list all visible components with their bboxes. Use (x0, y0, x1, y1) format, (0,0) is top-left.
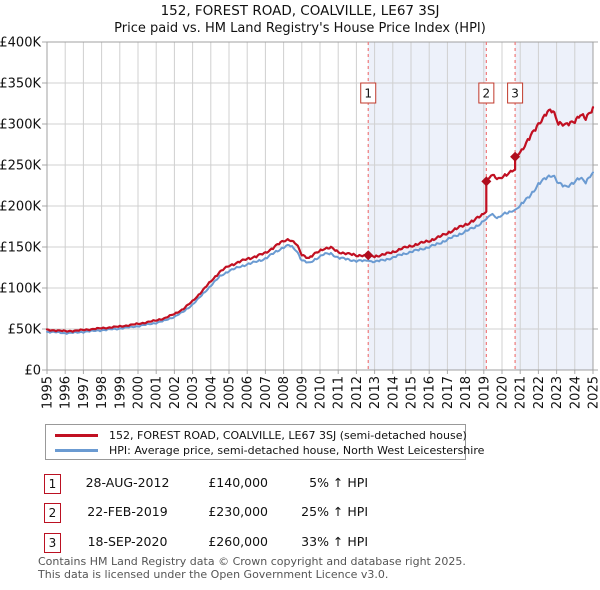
svg-text:1996: 1996 (59, 376, 74, 409)
svg-text:2005: 2005 (223, 376, 238, 409)
sale-row-3: 3 18-SEP-2020 £260,000 33% ↑ HPI (0, 533, 600, 554)
legend-item-hpi: HPI: Average price, semi-detached house,… (46, 443, 484, 458)
svg-text:1995: 1995 (41, 376, 56, 409)
svg-text:£200K: £200K (0, 200, 41, 215)
svg-text:2020: 2020 (496, 376, 511, 409)
svg-text:2009: 2009 (295, 376, 310, 409)
sale-number-badge: 1 (44, 474, 61, 494)
svg-text:£100K: £100K (0, 282, 41, 297)
sale-date: 18-SEP-2020 (87, 534, 168, 549)
svg-text:2: 2 (483, 87, 491, 101)
sale-hpi-diff: 33% ↑ HPI (301, 534, 368, 549)
svg-text:2018: 2018 (459, 376, 474, 409)
blue-line-sample (55, 449, 98, 452)
sale-price: £260,000 (208, 534, 268, 549)
svg-text:1998: 1998 (95, 376, 110, 409)
sale-date: 22-FEB-2019 (87, 504, 168, 519)
svg-text:1: 1 (364, 87, 372, 101)
svg-text:2010: 2010 (314, 376, 329, 409)
svg-text:2013: 2013 (368, 376, 383, 409)
sale-price: £140,000 (208, 475, 268, 490)
sale-date: 28-AUG-2012 (85, 475, 170, 490)
svg-text:3: 3 (511, 87, 519, 101)
red-line-sample (55, 434, 98, 437)
svg-text:2004: 2004 (204, 376, 219, 409)
svg-text:2001: 2001 (150, 376, 165, 409)
svg-text:2000: 2000 (132, 376, 147, 409)
footer-line-2: This data is licensed under the Open Gov… (38, 567, 389, 581)
price-history-chart: 1 2 3 £0 £50K £100K £150K £200K £250K £300K £350K £… (0, 36, 600, 410)
sale-number-badge: 2 (44, 503, 61, 523)
svg-text:£50K: £50K (8, 323, 42, 338)
sale-price: £230,000 (208, 504, 268, 519)
svg-text:2002: 2002 (168, 376, 183, 409)
sale-row-2: 2 22-FEB-2019 £230,000 25% ↑ HPI (0, 503, 600, 524)
svg-text:2007: 2007 (259, 376, 274, 409)
svg-text:2022: 2022 (532, 376, 547, 409)
footer-line-1: Contains HM Land Registry data © Crown c… (38, 555, 466, 568)
svg-text:£400K: £400K (0, 36, 41, 51)
svg-text:2023: 2023 (550, 376, 565, 409)
legend-label: 152, FOREST ROAD, COALVILLE, LE67 3SJ (s… (109, 429, 467, 442)
sale-hpi-diff: 5% ↑ HPI (309, 475, 368, 490)
svg-text:2014: 2014 (386, 376, 401, 409)
svg-text:2025: 2025 (587, 376, 600, 409)
chart-legend: 152, FOREST ROAD, COALVILLE, LE67 3SJ (s… (45, 424, 484, 460)
page-subtitle: Price paid vs. HM Land Registry's House … (114, 21, 486, 36)
legend-item-price-paid: 152, FOREST ROAD, COALVILLE, LE67 3SJ (s… (46, 428, 467, 443)
svg-text:2003: 2003 (186, 376, 201, 409)
svg-text:£250K: £250K (0, 159, 41, 174)
legend-label: HPI: Average price, semi-detached house,… (109, 444, 485, 457)
svg-text:2017: 2017 (441, 376, 456, 409)
svg-text:2012: 2012 (350, 376, 365, 409)
svg-text:2008: 2008 (277, 376, 292, 409)
license-footer: Contains HM Land Registry data © Crown c… (38, 555, 466, 581)
sale-number-badge: 3 (44, 533, 61, 553)
svg-text:£0: £0 (24, 364, 41, 379)
svg-text:1997: 1997 (77, 376, 92, 409)
sale-row-1: 1 28-AUG-2012 £140,000 5% ↑ HPI (0, 474, 600, 495)
svg-text:2016: 2016 (423, 376, 438, 409)
sale-hpi-diff: 25% ↑ HPI (301, 504, 368, 519)
svg-text:1999: 1999 (113, 376, 128, 409)
svg-text:£350K: £350K (0, 77, 41, 92)
svg-text:2021: 2021 (514, 376, 529, 409)
page-title: 152, FOREST ROAD, COALVILLE, LE67 3SJ (160, 3, 440, 19)
svg-text:2006: 2006 (241, 376, 256, 409)
svg-text:2011: 2011 (332, 376, 347, 409)
svg-text:2015: 2015 (405, 376, 420, 409)
svg-text:£150K: £150K (0, 241, 41, 256)
svg-text:2024: 2024 (568, 376, 583, 409)
svg-text:2019: 2019 (477, 376, 492, 409)
svg-text:£300K: £300K (0, 118, 41, 133)
